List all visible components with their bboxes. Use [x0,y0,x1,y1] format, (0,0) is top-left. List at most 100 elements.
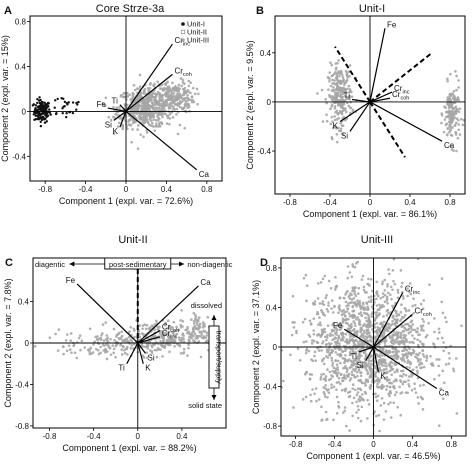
data-point [366,380,370,384]
data-point [324,343,328,346]
data-point [410,372,414,376]
x-tick-label: -0.4 [323,198,337,207]
data-point [454,133,458,136]
data-point [395,363,398,366]
data-point [67,101,70,104]
data-point [457,98,461,102]
data-point [368,284,371,287]
data-point [378,328,382,332]
vector-label: K [333,122,339,131]
data-point [146,86,150,90]
data-point [71,101,75,104]
data-point [132,84,136,87]
data-point [412,311,415,315]
data-point [437,358,441,361]
data-point [421,408,425,411]
data-point [301,320,305,324]
data-point [375,291,378,295]
vector-k [137,342,144,364]
annotation-text: non-diagentic [187,260,232,269]
data-point [196,336,199,340]
data-point [446,126,450,130]
data-point [341,73,344,77]
data-point [64,339,68,342]
data-point [310,358,313,361]
data-point [386,378,390,382]
data-point [65,349,69,353]
data-point [109,337,112,341]
data-point [337,103,341,107]
data-point [343,314,347,317]
data-point [375,385,379,388]
data-point [171,116,175,119]
data-point [171,81,174,85]
data-point [351,305,354,309]
data-point [341,133,345,136]
data-point [395,352,398,356]
data-point [61,111,64,115]
data-point [422,383,425,387]
data-point [131,107,135,110]
data-point [118,105,121,109]
data-point [150,94,154,98]
data-point [195,321,199,324]
data-point [77,100,80,104]
vector-ca [373,346,438,390]
vector-crcoh [137,330,161,344]
data-point [351,286,354,290]
data-point [408,282,412,285]
panel-title: Unit-II [118,234,147,246]
data-point [335,412,339,415]
data-point [334,367,338,371]
data-point [343,358,347,361]
data-point [353,289,356,293]
data-point [120,116,124,120]
data-point [437,327,441,331]
data-point [449,133,453,137]
data-point [109,353,113,356]
data-point [355,370,359,374]
data-point [309,399,313,403]
data-point [419,366,422,370]
data-point [322,386,326,389]
data-point [409,325,413,328]
data-point [380,364,384,367]
data-point [343,81,346,85]
data-point [366,371,370,374]
data-point [422,365,426,369]
data-point [311,388,314,391]
data-point [276,316,279,319]
data-point [462,118,465,122]
data-point [150,121,154,125]
data-point [319,375,323,379]
data-point [389,285,393,289]
data-point [177,336,181,339]
data-point [131,94,135,98]
data-point [337,376,341,380]
data-point [179,77,183,80]
data-point [336,338,340,342]
data-point [358,323,362,326]
data-point [440,336,444,340]
data-point [334,369,337,373]
data-point [363,291,367,294]
data-point [290,333,294,337]
data-point [153,328,157,331]
data-point [353,375,357,379]
data-point [160,94,163,97]
data-point [416,327,419,330]
data-point [369,362,373,366]
vector-label: Ca [200,278,211,287]
data-point [143,345,147,349]
data-point [455,74,458,78]
data-point [317,332,320,336]
data-point [168,117,172,120]
data-point [385,299,389,302]
data-point [327,378,331,382]
vector-label: Si [357,361,364,370]
data-point [150,344,154,347]
data-point [115,333,119,337]
data-point [313,302,317,306]
vector-label: Crinc [394,84,410,96]
data-point [360,332,364,336]
